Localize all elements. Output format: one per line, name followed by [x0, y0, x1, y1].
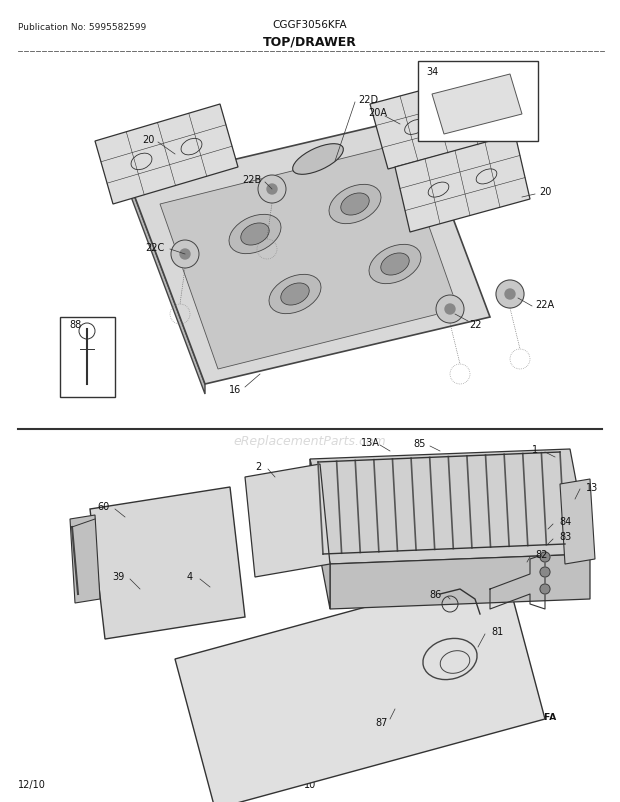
Text: 22: 22 — [469, 320, 481, 330]
Text: 10: 10 — [304, 779, 316, 789]
Text: 82: 82 — [536, 549, 548, 559]
Text: 39: 39 — [112, 571, 124, 581]
Polygon shape — [330, 554, 590, 610]
Text: 4: 4 — [187, 571, 193, 581]
Ellipse shape — [293, 144, 343, 175]
Circle shape — [505, 290, 515, 300]
Text: 20: 20 — [539, 187, 551, 196]
Text: eReplacementParts.com: eReplacementParts.com — [234, 435, 386, 448]
Polygon shape — [370, 73, 508, 170]
Text: TFGGF3056KFA: TFGGF3056KFA — [480, 713, 557, 722]
Polygon shape — [95, 105, 238, 205]
Ellipse shape — [229, 215, 281, 254]
Circle shape — [540, 585, 550, 594]
FancyBboxPatch shape — [418, 62, 538, 142]
Polygon shape — [310, 460, 330, 610]
Polygon shape — [130, 118, 490, 384]
Polygon shape — [310, 449, 590, 565]
Text: 12/10: 12/10 — [18, 779, 46, 789]
Text: 13: 13 — [586, 482, 598, 492]
Text: 88: 88 — [69, 320, 81, 330]
Circle shape — [267, 184, 277, 195]
Polygon shape — [560, 480, 595, 565]
Polygon shape — [90, 488, 245, 639]
Polygon shape — [175, 569, 545, 802]
Ellipse shape — [241, 224, 269, 245]
Text: 16: 16 — [229, 384, 241, 395]
Polygon shape — [130, 184, 205, 395]
Ellipse shape — [269, 275, 321, 314]
Polygon shape — [395, 135, 530, 233]
Ellipse shape — [281, 284, 309, 306]
Polygon shape — [432, 75, 522, 135]
Circle shape — [258, 176, 286, 204]
Circle shape — [171, 241, 199, 269]
Text: 87: 87 — [376, 717, 388, 727]
Text: 34: 34 — [426, 67, 438, 77]
Ellipse shape — [381, 253, 409, 276]
Text: 60: 60 — [97, 501, 109, 512]
Polygon shape — [70, 516, 100, 603]
Text: 83: 83 — [559, 532, 571, 541]
Circle shape — [540, 567, 550, 577]
Text: 81: 81 — [491, 626, 503, 636]
Circle shape — [540, 553, 550, 562]
Ellipse shape — [369, 245, 421, 284]
Text: 20: 20 — [142, 135, 154, 145]
Text: 84: 84 — [559, 516, 571, 526]
Text: 22D: 22D — [358, 95, 378, 105]
Text: 86: 86 — [430, 589, 442, 599]
Text: Publication No: 5995582599: Publication No: 5995582599 — [18, 23, 146, 32]
Text: 20A: 20A — [368, 107, 388, 118]
Text: 22A: 22A — [536, 300, 554, 310]
FancyBboxPatch shape — [60, 318, 115, 398]
Circle shape — [445, 305, 455, 314]
Ellipse shape — [341, 194, 370, 216]
Circle shape — [180, 249, 190, 260]
Text: 13A: 13A — [361, 437, 379, 448]
Polygon shape — [160, 145, 458, 370]
Text: 85: 85 — [414, 439, 426, 448]
Text: TOP/DRAWER: TOP/DRAWER — [263, 35, 357, 48]
Text: 2: 2 — [255, 461, 261, 472]
Text: 22B: 22B — [242, 175, 262, 184]
Text: CGGF3056KFA: CGGF3056KFA — [273, 20, 347, 30]
Text: 22C: 22C — [145, 243, 165, 253]
Circle shape — [496, 281, 524, 309]
Circle shape — [436, 296, 464, 323]
Ellipse shape — [329, 185, 381, 225]
Text: 1: 1 — [532, 444, 538, 455]
Polygon shape — [245, 464, 330, 577]
